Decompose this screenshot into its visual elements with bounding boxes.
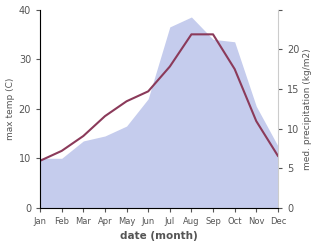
Y-axis label: med. precipitation (kg/m2): med. precipitation (kg/m2) xyxy=(303,48,313,169)
Y-axis label: max temp (C): max temp (C) xyxy=(5,78,15,140)
X-axis label: date (month): date (month) xyxy=(120,231,198,242)
